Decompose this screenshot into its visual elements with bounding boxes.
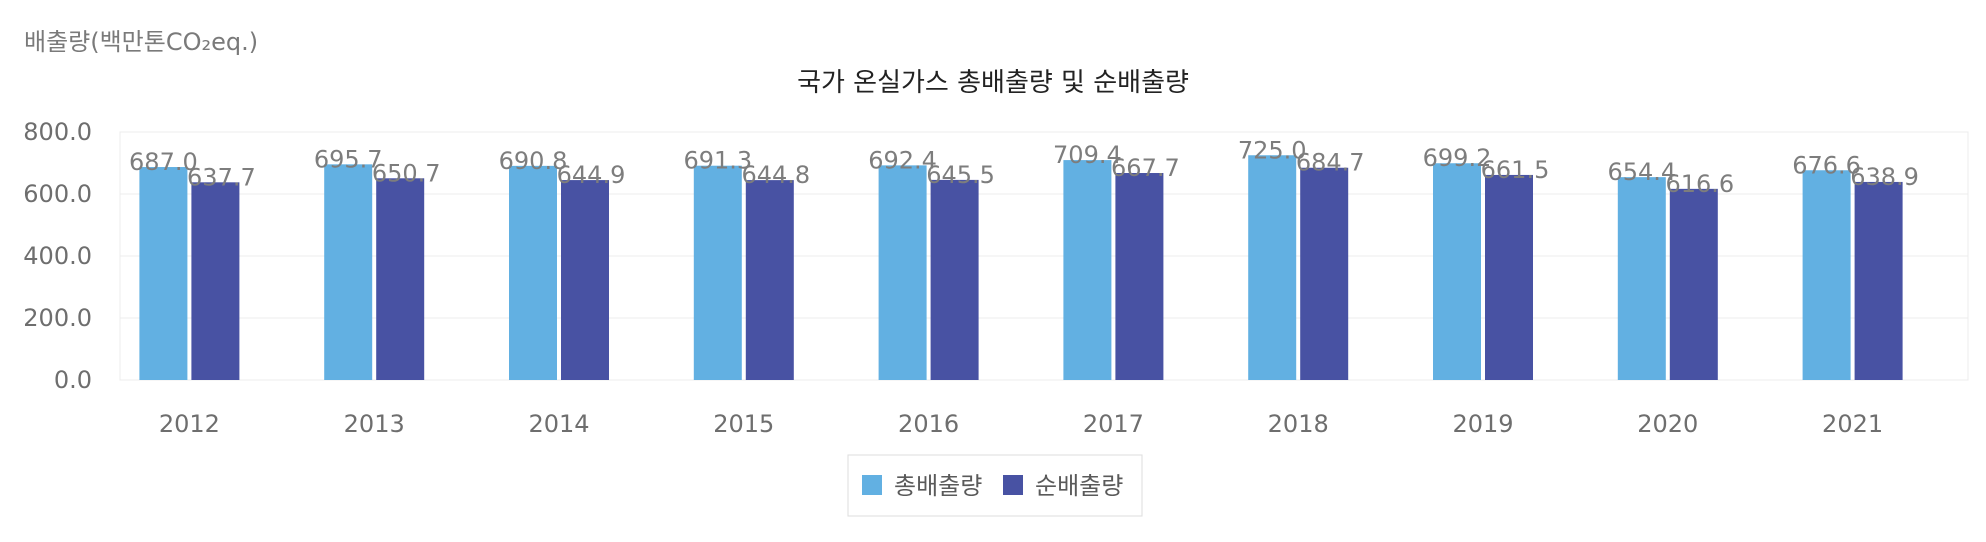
bar-net-2016	[930, 179, 979, 380]
data-label: 650.7	[372, 159, 441, 187]
bar-total-2014	[509, 165, 557, 380]
bar-net-2021	[1854, 181, 1903, 380]
data-label: 638.9	[1850, 163, 1919, 191]
data-label: 690.8	[499, 147, 568, 175]
x-category-label: 2021	[1822, 410, 1883, 438]
y-axis-unit-label: 배출량(백만톤CO₂eq.)	[24, 28, 258, 56]
x-category-label: 2017	[1083, 410, 1144, 438]
bar-total-2018	[1248, 155, 1297, 380]
y-tick-label: 600.0	[23, 180, 92, 208]
x-category-label: 2019	[1452, 410, 1513, 438]
x-category-label: 2015	[713, 410, 774, 438]
x-category-label: 2016	[898, 410, 959, 438]
y-tick-label: 200.0	[23, 304, 92, 332]
data-label: 692.4	[868, 146, 937, 174]
bar-total-2021	[1802, 170, 1851, 380]
chart-title: 국가 온실가스 총배출량 및 순배출량	[797, 68, 1189, 98]
data-label: 644.9	[557, 161, 626, 189]
y-axis-ticks: 0.0 200.0 400.0 600.0 800.0	[23, 118, 92, 394]
bar-total-2019	[1433, 163, 1481, 380]
y-tick-label: 800.0	[23, 118, 92, 146]
x-category-label: 2014	[528, 410, 589, 438]
bar-total-2015	[693, 165, 742, 380]
bar-net-2015	[745, 180, 794, 380]
data-label: 645.5	[926, 161, 995, 189]
data-label: 644.8	[741, 161, 810, 189]
data-label: 676.6	[1792, 151, 1861, 179]
data-label: 695.7	[314, 145, 383, 173]
bar-net-2013	[376, 178, 425, 380]
data-label: 637.7	[187, 163, 256, 191]
bar-total-2016	[878, 165, 927, 380]
y-tick-label: 0.0	[54, 366, 92, 394]
data-label: 699.2	[1423, 144, 1492, 172]
legend: 총배출량 순배출량	[847, 454, 1143, 517]
bar-total-2012	[139, 167, 188, 380]
data-label: 667.7	[1111, 154, 1180, 182]
bar-net-2019	[1485, 174, 1533, 380]
bar-net-2012	[191, 182, 240, 380]
legend-label: 순배출량	[1035, 472, 1123, 500]
bar-total-2017	[1063, 160, 1112, 380]
legend-swatch	[1003, 475, 1023, 495]
legend-box	[847, 454, 1143, 517]
legend-label: 총배출량	[894, 472, 982, 500]
data-label: 709.4	[1053, 141, 1122, 169]
y-tick-label: 400.0	[23, 242, 92, 270]
bar-net-2017	[1115, 173, 1164, 380]
bar-total-2020	[1617, 177, 1666, 380]
bar-total-2013	[324, 164, 373, 380]
data-label: 725.0	[1238, 136, 1307, 164]
data-label: 687.0	[129, 148, 198, 176]
data-label: 684.7	[1296, 149, 1365, 177]
data-label: 661.5	[1481, 156, 1550, 184]
bar-net-2020	[1669, 188, 1718, 380]
data-label: 654.4	[1607, 158, 1676, 186]
data-label: 616.6	[1665, 170, 1734, 198]
x-category-label: 2012	[159, 410, 220, 438]
x-axis-categories: 2012 2013 2014 2015 2016 2017 2018 2019 2020 2021	[159, 410, 1883, 438]
data-label: 691.3	[683, 147, 752, 175]
legend-swatch	[862, 475, 882, 495]
x-category-label: 2013	[344, 410, 405, 438]
bar-net-2014	[561, 180, 609, 380]
x-category-label: 2018	[1268, 410, 1329, 438]
bar-net-2018	[1300, 167, 1349, 380]
bars	[139, 155, 1903, 380]
x-category-label: 2020	[1637, 410, 1698, 438]
